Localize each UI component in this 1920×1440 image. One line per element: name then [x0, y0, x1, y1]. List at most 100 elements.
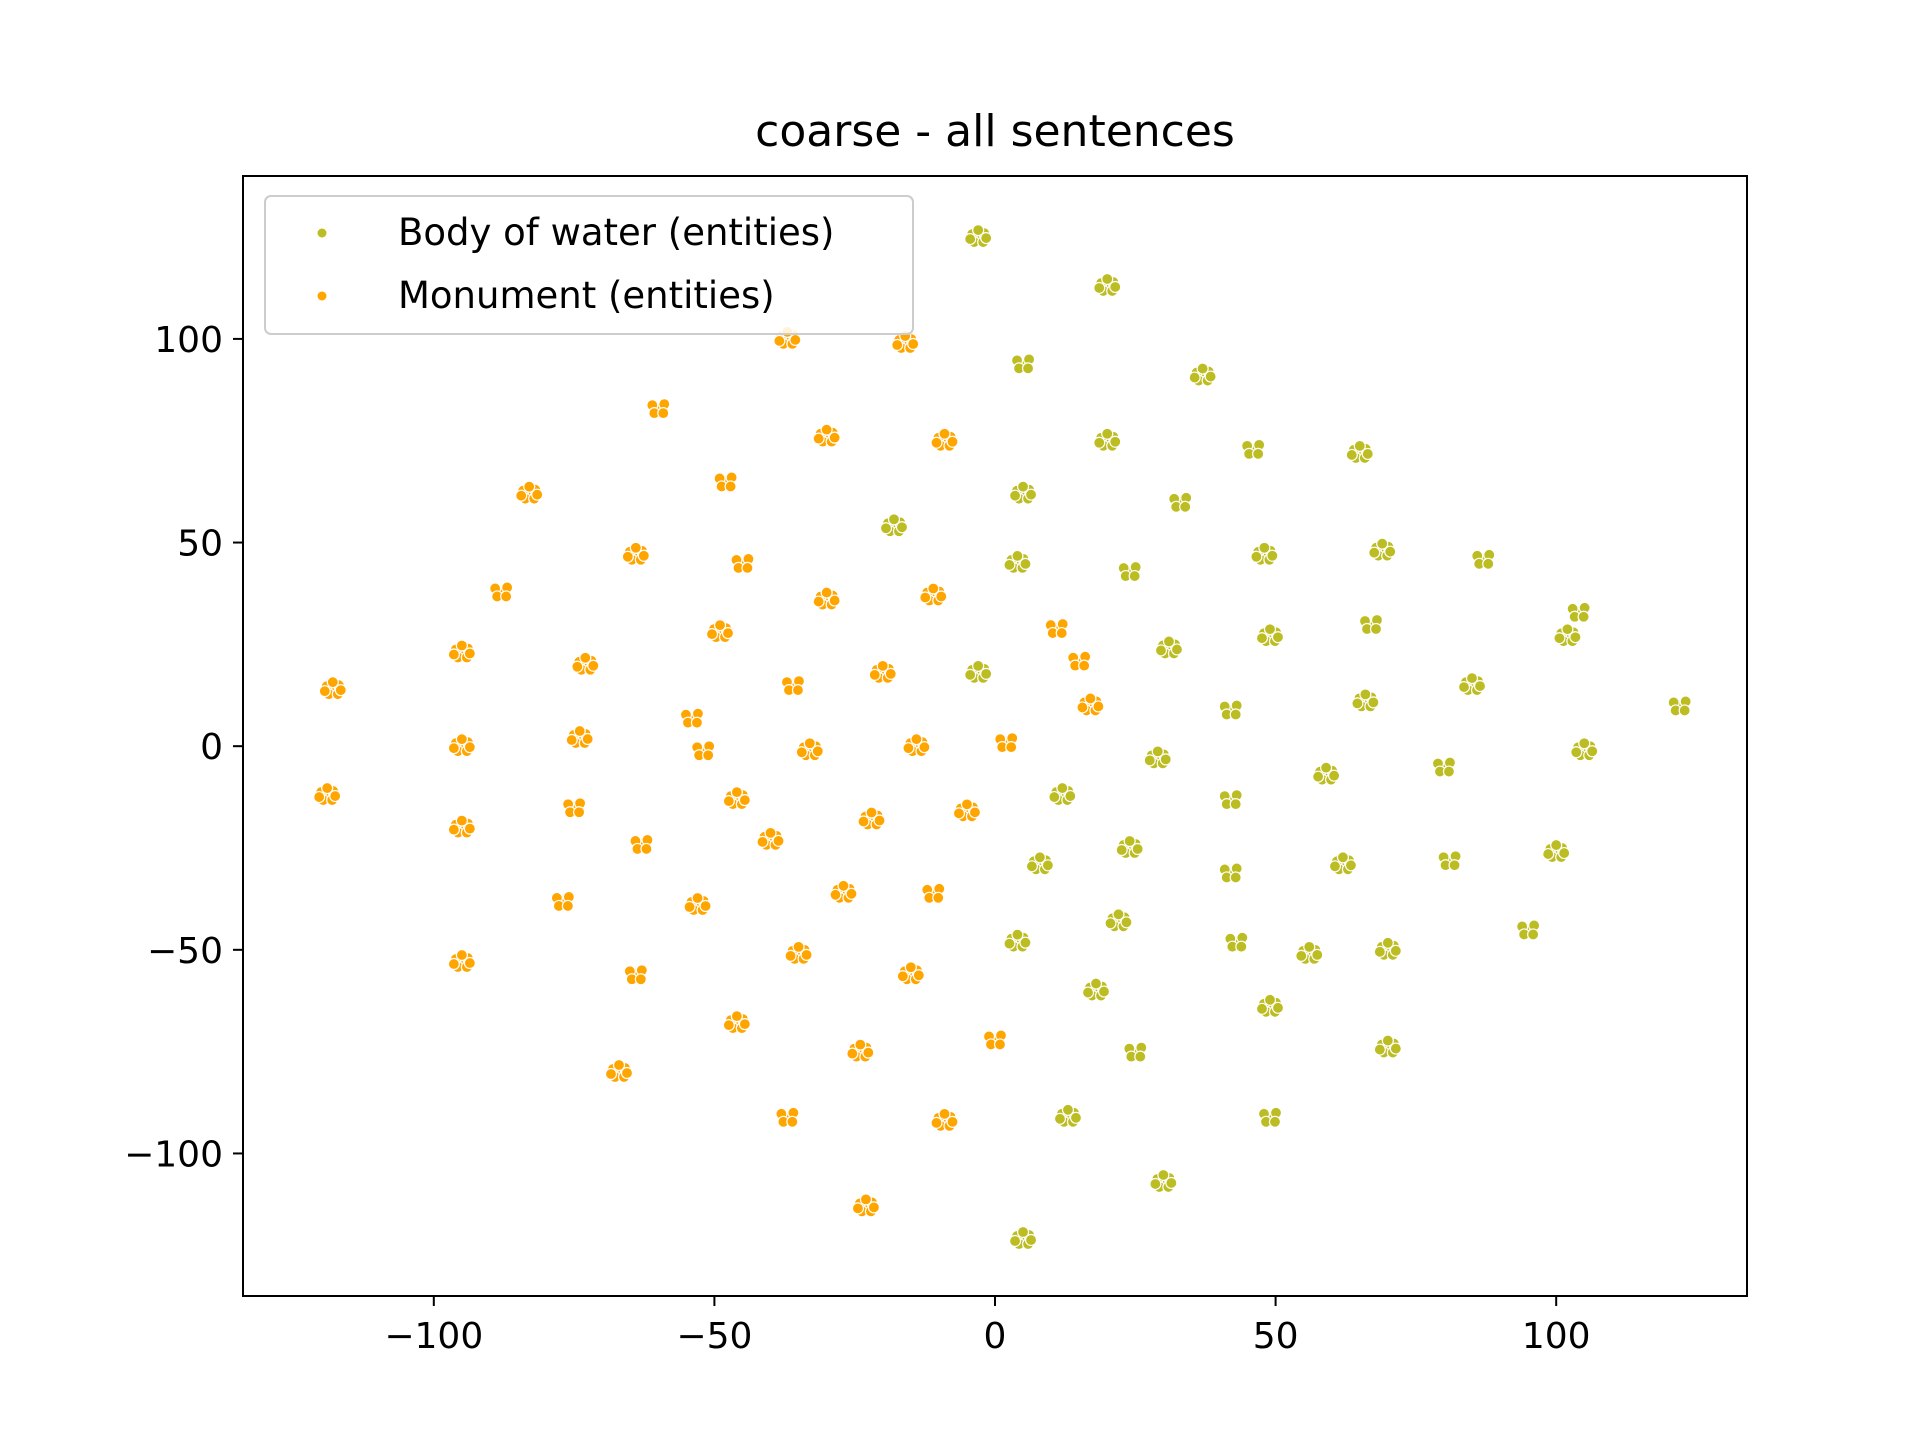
point-marker: [1025, 860, 1038, 873]
point-marker: [463, 822, 476, 835]
y-tick-label: −50: [147, 931, 223, 972]
data-point: [1312, 761, 1341, 786]
point-marker: [1678, 704, 1691, 717]
point-marker: [1064, 789, 1077, 803]
point-marker: [1473, 679, 1487, 693]
data-point: [964, 659, 993, 684]
data-point: [1250, 541, 1279, 566]
point-marker: [1204, 370, 1217, 383]
point-marker: [820, 423, 833, 436]
point-marker: [919, 591, 932, 604]
data-point: [994, 732, 1019, 754]
point-marker: [791, 683, 805, 697]
point-marker: [1384, 545, 1397, 558]
point-marker: [702, 749, 715, 762]
point-marker: [691, 891, 704, 905]
data-point: [1143, 745, 1172, 770]
point-marker: [896, 970, 909, 983]
data-point: [1224, 931, 1249, 953]
point-marker: [713, 619, 727, 632]
data-point: [964, 223, 993, 249]
point-marker: [463, 647, 476, 660]
point-marker: [313, 790, 326, 804]
point-marker: [1373, 1043, 1386, 1056]
data-point: [1241, 438, 1266, 460]
point-marker: [705, 628, 719, 641]
data-point: [313, 781, 342, 807]
data-point: [1081, 977, 1111, 1002]
point-marker: [918, 741, 931, 754]
data-point: [565, 724, 594, 750]
data-point: [515, 480, 544, 505]
point-marker: [326, 676, 339, 689]
point-marker: [912, 969, 925, 982]
data-point: [1328, 851, 1358, 876]
point-marker: [1097, 985, 1111, 998]
point-marker: [820, 586, 833, 599]
point-marker: [930, 1116, 943, 1129]
data-point: [1437, 850, 1462, 872]
point-marker: [1235, 940, 1248, 953]
data-point: [1667, 695, 1692, 717]
data-point: [930, 1107, 959, 1132]
data-point: [1008, 480, 1038, 505]
point-marker: [1373, 945, 1386, 958]
data-point: [1542, 838, 1571, 864]
point-marker: [1120, 916, 1133, 929]
point-marker: [773, 334, 786, 348]
chart-title: coarse - all sentences: [755, 106, 1235, 157]
point-marker: [1368, 546, 1381, 559]
point-marker: [968, 806, 982, 819]
point-marker: [1115, 843, 1128, 857]
x-tick-label: −100: [384, 1316, 483, 1357]
point-marker: [523, 480, 536, 493]
point-marker: [318, 685, 331, 698]
data-point: [846, 1038, 875, 1063]
legend-marker-body-of-water: [317, 228, 327, 238]
point-marker: [1112, 908, 1125, 921]
data-point: [489, 581, 514, 603]
point-marker: [862, 1046, 875, 1059]
data-point: [713, 471, 738, 493]
point-marker: [854, 1038, 867, 1051]
data-point: [1025, 851, 1054, 876]
data-point: [1457, 671, 1487, 697]
point-marker: [1250, 550, 1263, 563]
point-marker: [447, 648, 460, 661]
point-marker: [837, 879, 850, 892]
point-marker: [637, 549, 650, 562]
point-marker: [1295, 949, 1308, 962]
point-marker: [1271, 1001, 1285, 1014]
point-marker: [812, 432, 825, 445]
data-point: [921, 882, 946, 904]
point-marker: [1093, 281, 1106, 295]
series-monument: [313, 325, 1105, 1218]
data-point: [1295, 940, 1324, 965]
point-marker: [1263, 623, 1277, 636]
point-marker: [455, 639, 468, 652]
point-marker: [604, 1067, 618, 1081]
data-point: [1566, 601, 1591, 623]
point-marker: [1367, 696, 1380, 709]
point-marker: [738, 1018, 751, 1031]
data-point: [629, 833, 654, 856]
point-marker: [1143, 754, 1156, 767]
point-marker: [621, 550, 634, 563]
point-marker: [1359, 688, 1372, 701]
data-point: [896, 961, 925, 986]
data-point: [1553, 623, 1582, 648]
point-marker: [1179, 500, 1192, 513]
data-point: [447, 814, 476, 839]
data-point: [691, 740, 716, 762]
point-marker: [784, 949, 797, 962]
point-marker: [1131, 842, 1144, 856]
point-marker: [1255, 632, 1269, 645]
data-point: [1104, 908, 1133, 933]
point-marker: [1578, 737, 1591, 750]
point-marker: [612, 1058, 626, 1072]
point-marker: [1303, 940, 1316, 953]
legend-label-monument: Monument (entities): [398, 274, 775, 317]
data-point: [1076, 692, 1105, 717]
point-marker: [938, 427, 951, 440]
